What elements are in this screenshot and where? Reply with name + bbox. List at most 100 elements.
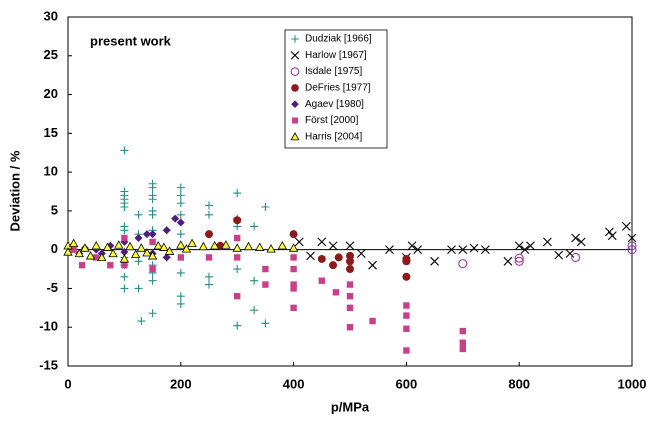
point (627, 241, 637, 251)
point (205, 201, 213, 210)
x-tick-label: 0 (64, 376, 71, 391)
point (294, 237, 304, 247)
point (368, 260, 377, 270)
point (176, 210, 185, 219)
point (164, 246, 175, 255)
point (250, 276, 259, 285)
point (159, 242, 169, 251)
point (91, 240, 101, 250)
point (288, 243, 299, 252)
y-axis-title: Deviation / % (7, 150, 22, 231)
annotation: present work (90, 33, 172, 48)
point (403, 302, 410, 309)
point (369, 317, 376, 325)
legend-marker (291, 35, 299, 43)
point (459, 339, 466, 346)
point (290, 304, 297, 312)
point (543, 237, 552, 247)
point (607, 231, 617, 241)
legend: Dudziak [1966] Harlow [1967] Isdale [1975]… (284, 29, 388, 149)
y-tick-label: -10 (39, 319, 58, 334)
point (243, 241, 254, 251)
point (205, 280, 213, 289)
point (177, 254, 184, 261)
point (447, 245, 456, 255)
point (142, 247, 152, 257)
point (317, 254, 326, 263)
point (176, 183, 185, 192)
point (262, 265, 269, 273)
point (162, 226, 171, 235)
point (148, 195, 157, 204)
point (198, 241, 209, 251)
point (290, 285, 297, 292)
point (119, 254, 130, 263)
point (234, 234, 241, 242)
point (277, 240, 287, 250)
point (605, 227, 614, 237)
point (328, 241, 338, 251)
point (621, 222, 631, 231)
point (346, 304, 354, 312)
y-tick-label: -5 (46, 280, 58, 295)
legend-label: Dudziak [1966] (305, 34, 372, 45)
point (120, 226, 129, 235)
point (627, 233, 637, 243)
point (134, 210, 143, 219)
point (346, 281, 354, 288)
point (261, 319, 270, 328)
x-tick-label: 800 (508, 376, 530, 391)
point (107, 261, 114, 269)
point (480, 245, 490, 255)
x-tick-label: 1000 (618, 376, 647, 391)
point (85, 251, 96, 260)
point (125, 241, 135, 251)
point (120, 146, 129, 155)
point (134, 234, 143, 243)
point (136, 243, 146, 252)
point (205, 230, 213, 239)
point (176, 268, 185, 277)
point (120, 272, 129, 281)
point (68, 238, 79, 248)
point (332, 289, 340, 296)
point (346, 251, 354, 260)
point (78, 261, 86, 269)
x-tick-label: 200 (170, 376, 192, 391)
legend-marker (290, 51, 300, 60)
legend-marker (290, 67, 300, 76)
x-tick-label: 600 (396, 376, 418, 391)
y-tick-label: 30 (44, 8, 58, 23)
point (134, 257, 143, 266)
point (176, 230, 185, 239)
legend-label: Först [2000] (305, 115, 359, 126)
point (430, 256, 439, 266)
x-tick-label: 400 (283, 376, 305, 391)
point (317, 237, 327, 247)
point (520, 245, 530, 255)
point (250, 222, 259, 231)
legend-marker (291, 117, 299, 124)
point (171, 214, 180, 223)
legend-marker (291, 84, 299, 92)
legend-marker (291, 100, 299, 108)
point (459, 327, 466, 335)
y-tick-label: -15 (39, 357, 58, 372)
point (554, 250, 564, 260)
point (289, 230, 298, 239)
point (97, 252, 107, 262)
point (120, 203, 129, 212)
x-axis-title: p/MPa (331, 399, 370, 414)
point (108, 248, 118, 258)
point (148, 276, 157, 285)
point (131, 249, 141, 258)
point (114, 240, 124, 249)
point (571, 252, 581, 262)
point (233, 321, 242, 330)
legend-label: Isdale [1975] (305, 66, 362, 77)
point (209, 240, 220, 250)
point (403, 325, 410, 332)
point (503, 256, 513, 266)
point (565, 249, 575, 258)
